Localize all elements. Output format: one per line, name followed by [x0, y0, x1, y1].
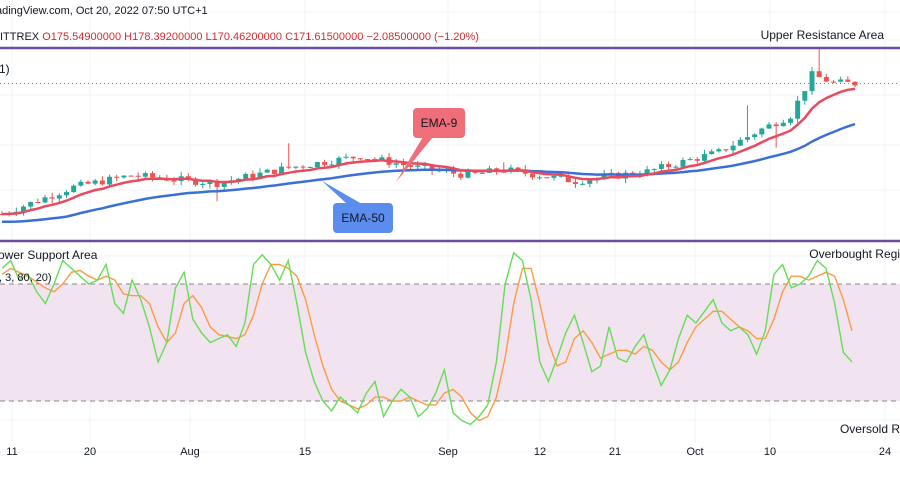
x-tick-label: 10 [763, 446, 777, 458]
candle [279, 162, 285, 175]
x-tick-label: Aug [180, 446, 200, 458]
candle [529, 172, 535, 180]
candle [107, 174, 113, 186]
candle [852, 81, 858, 88]
candle [243, 172, 249, 179]
candle [85, 180, 91, 185]
candle [787, 117, 793, 125]
candle [121, 174, 127, 179]
high-value: H178.39200000 [124, 31, 203, 43]
candle [744, 105, 750, 143]
candle [99, 176, 105, 186]
candle [78, 179, 84, 187]
stoch-band [0, 284, 900, 401]
candle [845, 76, 851, 82]
oversold-label: Oversold R [839, 422, 900, 436]
candle [400, 158, 406, 170]
candle [716, 147, 722, 153]
candle [114, 174, 120, 182]
x-tick-label: 12 [533, 446, 547, 458]
candle [823, 74, 829, 82]
candle [752, 133, 758, 140]
candle [701, 149, 707, 163]
candle [42, 194, 48, 204]
candle [766, 122, 772, 129]
candle [537, 175, 543, 180]
candle [193, 177, 199, 187]
ema50-line [1, 122, 856, 224]
low-value: L170.46200000 [205, 31, 282, 43]
x-tick-label: 11 [6, 446, 18, 458]
ema50-pointer [322, 181, 362, 204]
candle [458, 171, 464, 180]
x-tick-label: 21 [608, 446, 622, 458]
ema9-label: EMA-9 [413, 108, 465, 138]
chart-source: TradingView.com, Oct 20, 2022 07:50 UTC+… [0, 5, 208, 17]
change-value: −2.08500000 (−1.20%) [366, 31, 479, 43]
x-tick-label: 20 [83, 446, 97, 458]
candle [322, 159, 328, 167]
candle [795, 96, 801, 123]
symbol-label: ITTREX [0, 31, 40, 43]
candle [651, 168, 657, 173]
candle [336, 156, 342, 169]
stoch-d-line [1, 263, 853, 422]
candle [723, 148, 729, 153]
candle [56, 193, 62, 204]
candle [730, 140, 736, 155]
candle [780, 119, 786, 127]
candle [135, 172, 141, 180]
x-tick-label: Sep [438, 446, 458, 458]
lower-support-label: ower Support Area [0, 248, 98, 262]
candle [838, 76, 844, 83]
candle [666, 161, 672, 170]
ema9-pointer [396, 137, 433, 182]
open-value: O175.54900000 [42, 31, 122, 43]
candle [92, 178, 98, 186]
candle [21, 205, 27, 216]
candle [572, 178, 578, 189]
candle [128, 175, 134, 177]
candle [71, 184, 77, 193]
stoch-k-line [1, 251, 853, 426]
candle [142, 171, 148, 179]
x-tick-label: Oct [686, 446, 704, 458]
candle [802, 91, 808, 105]
candle [307, 166, 313, 168]
candle [544, 177, 550, 179]
candle [28, 201, 34, 209]
x-tick-label: 24 [878, 446, 892, 458]
candle [200, 182, 206, 189]
candle [264, 168, 270, 173]
candle [64, 190, 70, 198]
ema9-line [1, 87, 856, 216]
candle [687, 157, 693, 161]
candle [587, 179, 593, 188]
candle [357, 157, 363, 161]
candle [286, 143, 292, 170]
ema50-label: EMA-50 [333, 203, 393, 233]
candle [49, 192, 55, 204]
candle [816, 47, 822, 78]
candle [830, 79, 836, 84]
candle [759, 127, 765, 138]
candle [737, 137, 743, 146]
ema-params-label: 1) [0, 62, 10, 76]
stoch-params-label: , 3, 80, 20) [0, 272, 52, 284]
x-tick-label: 15 [298, 446, 312, 458]
candle [709, 149, 715, 155]
candle [293, 166, 299, 170]
ohlc-readout: ITTREX O175.54900000 H178.39200000 L170.… [0, 31, 479, 43]
candle [343, 153, 349, 160]
candle [658, 161, 664, 171]
overbought-label: Overbought Regi [809, 247, 900, 261]
upper-resistance-label: Upper Resistance Area [760, 28, 884, 42]
close-value: C171.61500000 [285, 31, 364, 43]
candle [580, 181, 586, 186]
candle [35, 198, 41, 204]
candle [809, 67, 815, 95]
